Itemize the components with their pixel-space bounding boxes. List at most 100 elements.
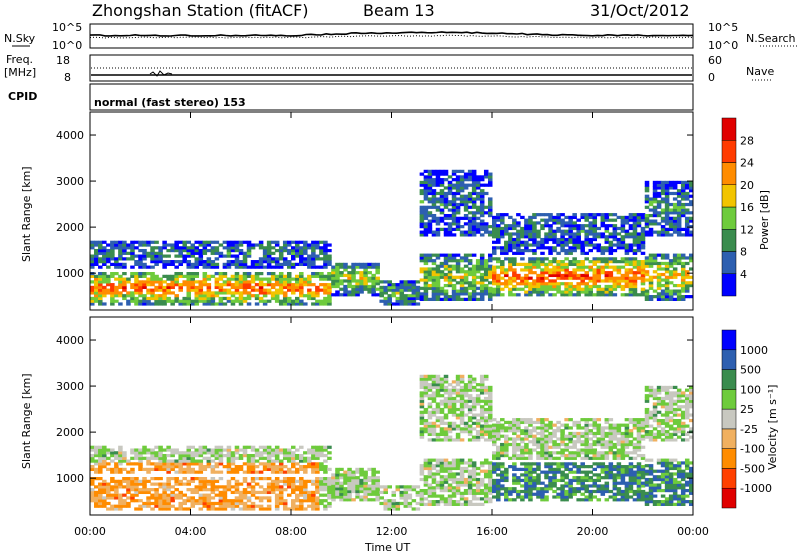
heatmap-cell xyxy=(339,282,344,285)
heatmap-cell xyxy=(588,227,593,230)
heatmap-cell xyxy=(412,294,417,297)
heatmap-cell xyxy=(315,465,320,468)
heatmap-cell xyxy=(420,214,425,217)
heatmap-cell xyxy=(283,454,288,457)
heatmap-cell xyxy=(621,230,626,233)
heatmap-cell xyxy=(548,282,553,285)
heatmap-cell xyxy=(146,462,151,465)
heatmap-cell xyxy=(452,284,457,287)
heatmap-cell xyxy=(524,479,529,482)
heatmap-cell xyxy=(448,486,453,489)
heatmap-cell xyxy=(142,297,147,300)
heatmap-cell xyxy=(170,462,175,465)
heatmap-cell xyxy=(564,498,569,501)
heatmap-cell xyxy=(665,290,670,293)
heatmap-cell xyxy=(211,502,216,505)
heatmap-cell xyxy=(162,465,167,468)
heatmap-cell xyxy=(142,275,147,278)
heatmap-cell xyxy=(685,220,690,223)
heatmap-cell xyxy=(251,465,256,468)
heatmap-cell xyxy=(440,265,445,268)
heatmap-cell xyxy=(283,263,288,266)
heatmap-cell xyxy=(512,421,517,424)
heatmap-cell xyxy=(496,484,501,487)
heatmap-cell xyxy=(468,292,473,295)
heatmap-cell xyxy=(255,302,260,305)
freq-tick-top: 18 xyxy=(56,54,70,67)
heatmap-cell xyxy=(219,283,224,286)
heatmap-cell xyxy=(396,291,401,294)
heatmap-cell xyxy=(283,502,288,505)
heatmap-cell xyxy=(420,427,425,430)
heatmap-cell xyxy=(528,221,533,224)
heatmap-cell xyxy=(203,241,208,244)
heatmap-cell xyxy=(572,293,577,296)
heatmap-cell xyxy=(605,230,610,233)
heatmap-cell xyxy=(552,274,557,277)
heatmap-cell xyxy=(428,197,433,200)
heatmap-cell xyxy=(315,480,320,483)
heatmap-cell xyxy=(170,494,175,497)
heatmap-cell xyxy=(508,487,513,490)
heatmap-cell xyxy=(199,283,204,286)
heatmap-cell xyxy=(239,507,244,510)
heatmap-cell xyxy=(178,263,183,266)
heatmap-cell xyxy=(444,427,449,430)
heatmap-cell xyxy=(98,246,103,249)
heatmap-cell xyxy=(170,260,175,263)
heatmap-cell xyxy=(323,283,328,286)
heatmap-cell xyxy=(383,289,388,292)
heatmap-cell xyxy=(303,280,308,283)
heatmap-cell xyxy=(500,235,505,238)
heatmap-cell xyxy=(243,252,248,255)
heatmap-cell xyxy=(440,195,445,198)
heatmap-cell xyxy=(629,285,634,288)
heatmap-cell xyxy=(420,200,425,203)
heatmap-cell xyxy=(480,273,485,276)
heatmap-cell xyxy=(428,486,433,489)
heatmap-cell xyxy=(580,448,585,451)
heatmap-cell xyxy=(122,454,127,457)
heatmap-cell xyxy=(476,231,481,234)
heatmap-cell xyxy=(568,271,573,274)
heatmap-cell xyxy=(532,260,537,263)
heatmap-cell xyxy=(597,257,602,260)
heatmap-cell xyxy=(504,443,509,446)
heatmap-cell xyxy=(98,294,103,297)
heatmap-cell xyxy=(649,231,654,234)
heatmap-cell xyxy=(528,465,533,468)
heatmap-cell xyxy=(323,454,328,457)
heatmap-cell xyxy=(484,497,489,500)
heatmap-cell xyxy=(182,280,187,283)
heatmap-cell xyxy=(371,479,376,482)
heatmap-cell xyxy=(580,268,585,271)
heatmap-cell xyxy=(504,448,509,451)
heatmap-cell xyxy=(247,246,252,249)
heatmap-cell xyxy=(138,266,143,269)
heatmap-cell xyxy=(219,507,224,510)
heatmap-cell xyxy=(673,225,678,228)
heatmap-cell xyxy=(661,200,666,203)
heatmap-cell xyxy=(154,499,159,502)
heatmap-cell xyxy=(472,206,477,209)
heatmap-cell xyxy=(440,486,445,489)
heatmap-cell xyxy=(106,457,111,460)
heatmap-cell xyxy=(568,232,573,235)
heatmap-cell xyxy=(174,496,179,499)
heatmap-cell xyxy=(106,488,111,491)
heatmap-cell xyxy=(540,457,545,460)
heatmap-cell xyxy=(524,446,529,449)
heatmap-cell xyxy=(500,443,505,446)
heatmap-cell xyxy=(504,213,509,216)
heatmap-cell xyxy=(138,491,143,494)
heatmap-cell xyxy=(219,243,224,246)
heatmap-cell xyxy=(588,418,593,421)
heatmap-cell xyxy=(456,438,461,441)
heatmap-cell xyxy=(243,275,248,278)
heatmap-cell xyxy=(363,482,368,485)
heatmap-cell xyxy=(191,249,196,252)
heatmap-cell xyxy=(126,291,131,294)
heatmap-cell xyxy=(428,492,433,495)
heatmap-cell xyxy=(94,257,99,260)
heatmap-cell xyxy=(436,411,441,414)
